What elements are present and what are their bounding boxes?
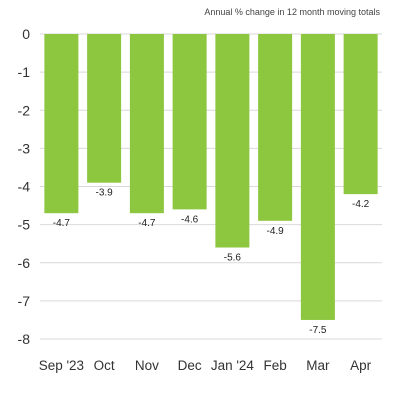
y-tick-label: -6 bbox=[18, 255, 31, 271]
y-tick-label: -5 bbox=[18, 217, 31, 233]
x-tick-label: Nov bbox=[135, 358, 159, 373]
x-tick-label: Sep '23 bbox=[39, 358, 84, 373]
x-axis-ticks: Sep '23 Oct Nov Dec Jan '24 Feb Mar Apr bbox=[39, 358, 372, 373]
x-tick-label: Dec bbox=[178, 358, 202, 373]
bar bbox=[87, 34, 122, 183]
data-label: -4.9 bbox=[267, 226, 285, 237]
x-tick-label: Feb bbox=[263, 358, 286, 373]
chart-subtitle: Annual % change in 12 month moving total… bbox=[204, 7, 380, 17]
data-label: -4.7 bbox=[138, 218, 156, 229]
y-tick-label: -1 bbox=[18, 64, 31, 80]
bars bbox=[44, 34, 378, 320]
data-label: -4.6 bbox=[181, 214, 199, 225]
data-label: -7.5 bbox=[309, 325, 327, 336]
data-labels: -4.7 -3.9 -4.7 -4.6 -5.6 -4.9 -7.5 -4.2 bbox=[53, 188, 370, 336]
y-axis-ticks: 0 -1 -2 -3 -4 -5 -6 -7 -8 bbox=[18, 26, 31, 347]
bar bbox=[258, 34, 293, 221]
bar bbox=[129, 34, 164, 214]
bar bbox=[172, 34, 207, 210]
data-label: -5.6 bbox=[224, 253, 242, 264]
x-tick-label: Oct bbox=[94, 358, 115, 373]
x-tick-label: Apr bbox=[350, 358, 372, 373]
x-tick-label: Mar bbox=[306, 358, 330, 373]
data-label: -4.2 bbox=[352, 199, 370, 210]
y-tick-label: -2 bbox=[18, 102, 31, 118]
bar bbox=[44, 34, 79, 214]
data-label: -4.7 bbox=[53, 218, 71, 229]
bar bbox=[300, 34, 335, 320]
x-tick-label: Jan '24 bbox=[211, 358, 255, 373]
y-tick-label: 0 bbox=[22, 26, 30, 42]
y-tick-label: -8 bbox=[18, 331, 31, 347]
bar bbox=[215, 34, 250, 248]
y-tick-label: -4 bbox=[18, 179, 31, 195]
y-tick-label: -3 bbox=[18, 140, 31, 156]
y-tick-label: -7 bbox=[18, 293, 31, 309]
bar bbox=[343, 34, 378, 195]
data-label: -3.9 bbox=[96, 188, 114, 199]
